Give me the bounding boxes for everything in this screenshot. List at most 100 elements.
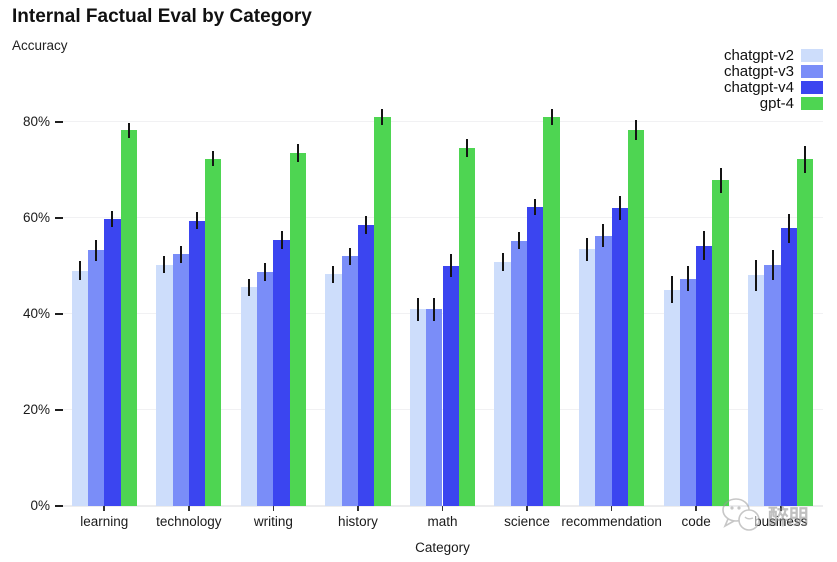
legend-item-chatgpt-v4: chatgpt-v4 [724, 80, 823, 95]
x-category-label-code: code [681, 514, 711, 529]
bar-chatgpt-v2-business [748, 275, 765, 506]
bar-chatgpt-v4-science [527, 207, 544, 506]
x-category-label-science: science [504, 514, 550, 529]
y-tick-label: 80% [22, 113, 50, 129]
bar-chatgpt-v3-learning [87, 250, 105, 506]
bar-chatgpt-v4-code [696, 245, 713, 506]
legend-label: chatgpt-v2 [723, 47, 794, 64]
error-bar-gpt-4-technology [212, 150, 215, 167]
bar-chatgpt-v2-recommendation [579, 249, 596, 506]
error-bar-gpt-4-science [550, 109, 553, 125]
bar-gpt-4-business [797, 159, 814, 506]
bar-chatgpt-v4-writing [273, 239, 290, 506]
bar-gpt-4-math [458, 148, 476, 506]
error-bar-chatgpt-v4-history [365, 215, 368, 235]
error-bar-gpt-4-learning [127, 123, 130, 138]
error-bar-chatgpt-v4-business [787, 213, 790, 243]
bar-chatgpt-v3-history [341, 256, 358, 506]
x-category-label-history: history [338, 514, 378, 529]
bar-chatgpt-v2-technology [156, 264, 173, 506]
x-category-label-business: business [754, 514, 808, 529]
legend-swatch-chatgpt-v2 [801, 48, 823, 63]
legend-item-gpt-4: gpt-4 [724, 96, 823, 111]
error-bar-chatgpt-v3-history [348, 247, 351, 265]
bar-gpt-4-code [712, 180, 729, 506]
legend-swatch-chatgpt-v3 [801, 64, 823, 79]
y-tick-mark [55, 216, 63, 219]
bar-gpt-4-science [543, 116, 560, 506]
error-bar-chatgpt-v3-business [771, 249, 774, 280]
bar-chatgpt-v3-recommendation [595, 235, 612, 506]
y-tick-label: 40% [22, 305, 50, 321]
legend-item-chatgpt-v3: chatgpt-v3 [724, 64, 823, 79]
error-bar-chatgpt-v2-recommendation [586, 237, 589, 261]
error-bar-chatgpt-v2-math [417, 297, 420, 321]
bar-chatgpt-v3-writing [257, 272, 274, 506]
error-bar-gpt-4-recommendation [635, 120, 638, 141]
error-bar-chatgpt-v3-math [433, 297, 436, 321]
error-bar-chatgpt-v4-code [703, 231, 706, 261]
bar-chatgpt-v3-code [679, 278, 697, 506]
legend: chatgpt-v2 chatgpt-v3 chatgpt-v4 gpt-4 [724, 48, 823, 112]
gridline-80% [62, 120, 823, 123]
bar-chatgpt-v4-history [357, 224, 375, 506]
plot-area [62, 88, 823, 507]
bar-chatgpt-v3-science [510, 240, 528, 506]
x-category-label-recommendation: recommendation [561, 514, 662, 529]
error-bar-chatgpt-v3-code [687, 266, 690, 292]
error-bar-chatgpt-v2-learning [78, 260, 81, 281]
x-tick-mark [441, 506, 444, 511]
bar-chatgpt-v2-science [494, 261, 511, 506]
x-tick-mark [272, 506, 275, 511]
error-bar-gpt-4-business [804, 145, 807, 173]
error-bar-chatgpt-v3-technology [179, 245, 182, 263]
bar-chatgpt-v3-business [764, 264, 781, 506]
x-axis-title: Category [415, 540, 470, 555]
error-bar-chatgpt-v4-math [449, 254, 452, 278]
bar-gpt-4-technology [205, 158, 222, 506]
x-tick-mark [610, 506, 613, 511]
bar-chatgpt-v4-technology [188, 220, 206, 506]
bar-chatgpt-v2-history [325, 274, 342, 506]
error-bar-chatgpt-v3-science [517, 232, 520, 250]
y-tick-label: 20% [22, 401, 50, 417]
bar-chatgpt-v2-code [663, 289, 680, 506]
error-bar-chatgpt-v2-business [755, 259, 758, 292]
x-tick-mark [695, 506, 697, 511]
error-bar-gpt-4-history [381, 109, 384, 125]
bar-gpt-4-writing [289, 152, 306, 506]
error-bar-chatgpt-v3-writing [264, 262, 267, 282]
y-tick-mark [55, 312, 63, 315]
x-tick-mark [526, 506, 528, 511]
legend-label: chatgpt-v4 [723, 79, 794, 96]
bar-chatgpt-v3-math [426, 309, 443, 506]
error-bar-gpt-4-code [719, 167, 722, 193]
y-tick-mark [55, 505, 63, 507]
bar-chatgpt-v4-business [780, 228, 798, 506]
error-bar-chatgpt-v2-writing [247, 278, 250, 297]
error-bar-chatgpt-v4-recommendation [618, 196, 621, 221]
y-tick-label: 60% [22, 209, 50, 225]
bar-chatgpt-v2-math [409, 309, 427, 506]
error-bar-chatgpt-v3-learning [95, 240, 98, 261]
y-tick-label: 0% [30, 498, 50, 513]
error-bar-chatgpt-v2-history [332, 265, 335, 284]
gridline-60% [62, 216, 823, 219]
x-tick-mark [188, 506, 190, 511]
x-category-label-writing: writing [253, 514, 293, 529]
x-category-label-technology: technology [156, 514, 222, 529]
bar-chatgpt-v4-recommendation [611, 208, 628, 506]
legend-label: gpt-4 [759, 95, 794, 112]
legend-item-chatgpt-v2: chatgpt-v2 [724, 48, 823, 63]
error-bar-chatgpt-v4-writing [280, 230, 283, 249]
error-bar-chatgpt-v4-technology [195, 212, 198, 229]
y-tick-mark [55, 408, 63, 411]
error-bar-chatgpt-v2-code [670, 276, 673, 304]
error-bar-chatgpt-v2-science [501, 253, 504, 271]
bar-chatgpt-v2-learning [71, 270, 88, 506]
x-tick-mark [103, 506, 106, 511]
bar-chatgpt-v3-technology [172, 254, 189, 506]
x-tick-mark [357, 506, 359, 511]
bar-gpt-4-learning [120, 130, 137, 506]
